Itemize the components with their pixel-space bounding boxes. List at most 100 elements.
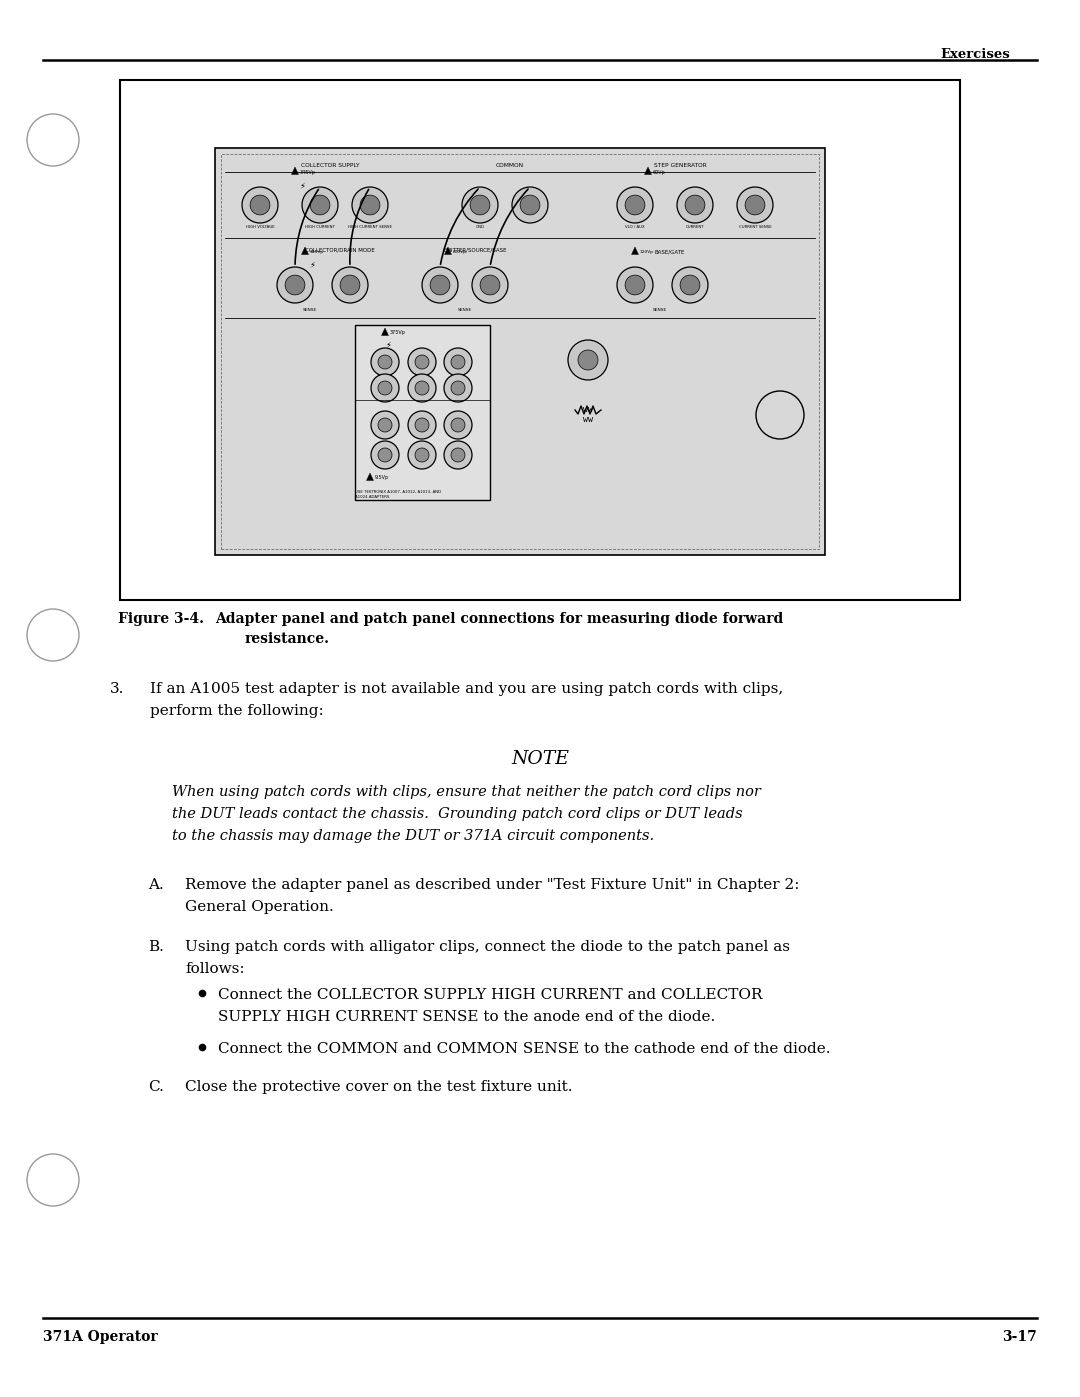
Text: ⚡: ⚡ (309, 260, 315, 270)
Circle shape (451, 448, 465, 462)
Text: SENSE: SENSE (458, 307, 472, 312)
Text: 3.: 3. (110, 682, 124, 696)
Circle shape (415, 355, 429, 369)
Text: Figure 3-4.: Figure 3-4. (118, 612, 204, 626)
Circle shape (408, 411, 436, 439)
Polygon shape (445, 247, 451, 254)
Circle shape (451, 381, 465, 395)
Text: COLLECTOR SUPPLY: COLLECTOR SUPPLY (300, 163, 360, 168)
Circle shape (472, 267, 508, 303)
Circle shape (568, 339, 608, 380)
Bar (221, 154, 819, 549)
Text: COLLECTOR/DRAIN MODE: COLLECTOR/DRAIN MODE (306, 249, 375, 253)
Text: Exercises: Exercises (941, 47, 1010, 61)
Text: COMMON: COMMON (496, 163, 524, 168)
Circle shape (444, 411, 472, 439)
Circle shape (415, 418, 429, 432)
Text: CURRENT: CURRENT (686, 225, 704, 229)
Circle shape (462, 187, 498, 224)
Text: C.: C. (148, 1080, 164, 1094)
Circle shape (332, 267, 368, 303)
Text: B.: B. (148, 940, 164, 954)
Circle shape (444, 374, 472, 402)
Circle shape (685, 196, 705, 215)
Text: 600Vp: 600Vp (453, 250, 467, 254)
Circle shape (372, 441, 399, 469)
Circle shape (408, 374, 436, 402)
Circle shape (408, 441, 436, 469)
Bar (120, 80, 960, 599)
Circle shape (677, 187, 713, 224)
Text: HIGH VOLTAGE: HIGH VOLTAGE (245, 225, 274, 229)
Circle shape (378, 381, 392, 395)
Circle shape (481, 275, 500, 295)
Text: EMITTER/SOURCE/BASE: EMITTER/SOURCE/BASE (443, 249, 507, 253)
Circle shape (451, 355, 465, 369)
Circle shape (372, 348, 399, 376)
Circle shape (415, 448, 429, 462)
Text: 345Vp: 345Vp (310, 250, 324, 254)
Circle shape (451, 418, 465, 432)
Circle shape (242, 187, 278, 224)
Circle shape (430, 275, 450, 295)
Text: When using patch cords with clips, ensure that neither the patch cord clips nor: When using patch cords with clips, ensur… (172, 785, 761, 799)
Text: the DUT leads contact the chassis.  Grounding patch cord clips or DUT leads: the DUT leads contact the chassis. Groun… (172, 807, 743, 821)
Text: 60Vp: 60Vp (653, 170, 665, 175)
Polygon shape (632, 247, 638, 254)
Polygon shape (366, 474, 374, 481)
Polygon shape (645, 168, 651, 175)
Text: A.: A. (148, 877, 164, 893)
Circle shape (378, 418, 392, 432)
Text: Connect the COLLECTOR SUPPLY HIGH CURRENT and COLLECTOR: Connect the COLLECTOR SUPPLY HIGH CURREN… (218, 988, 762, 1002)
Text: Using patch cords with alligator clips, connect the diode to the patch panel as: Using patch cords with alligator clips, … (185, 940, 789, 954)
Text: USE TEKTRONIX A1007, A1012, A1013, AND
A1024 ADAPTERS: USE TEKTRONIX A1007, A1012, A1013, AND A… (355, 490, 441, 499)
Text: General Operation.: General Operation. (185, 900, 334, 914)
Circle shape (625, 275, 645, 295)
Circle shape (285, 275, 305, 295)
Circle shape (378, 355, 392, 369)
Circle shape (372, 411, 399, 439)
Circle shape (360, 196, 380, 215)
Text: If an A1005 test adapter is not available and you are using patch cords with cli: If an A1005 test adapter is not availabl… (150, 682, 783, 696)
Text: Remove the adapter panel as described under "Test Fixture Unit" in Chapter 2:: Remove the adapter panel as described un… (185, 877, 799, 893)
Text: 375Vp: 375Vp (390, 330, 406, 335)
Circle shape (340, 275, 360, 295)
Text: GND: GND (475, 225, 485, 229)
Text: 345Vp: 345Vp (300, 170, 315, 175)
Bar (355, 326, 490, 500)
Text: 371A Operator: 371A Operator (43, 1330, 158, 1344)
Circle shape (444, 348, 472, 376)
Circle shape (372, 374, 399, 402)
Circle shape (276, 267, 313, 303)
Circle shape (521, 196, 540, 215)
Circle shape (578, 351, 598, 370)
Text: resistance.: resistance. (245, 631, 330, 645)
Text: SUPPLY HIGH CURRENT SENSE to the anode end of the diode.: SUPPLY HIGH CURRENT SENSE to the anode e… (218, 1010, 715, 1024)
Text: 120Vp: 120Vp (640, 250, 654, 254)
Text: to the chassis may damage the DUT or 371A circuit components.: to the chassis may damage the DUT or 371… (172, 828, 654, 842)
Text: ww
ww: ww ww (583, 405, 593, 425)
Circle shape (470, 196, 490, 215)
Circle shape (444, 441, 472, 469)
Text: HIGH CURRENT: HIGH CURRENT (305, 225, 335, 229)
Text: NOTE: NOTE (511, 750, 569, 768)
Circle shape (408, 348, 436, 376)
Circle shape (415, 381, 429, 395)
Polygon shape (381, 328, 389, 335)
Circle shape (617, 187, 653, 224)
Text: VLO / AUX: VLO / AUX (625, 225, 645, 229)
Text: Close the protective cover on the test fixture unit.: Close the protective cover on the test f… (185, 1080, 572, 1094)
Circle shape (617, 267, 653, 303)
Circle shape (680, 275, 700, 295)
Bar (215, 148, 825, 555)
Circle shape (745, 196, 765, 215)
Circle shape (512, 187, 548, 224)
Text: BASE/GATE: BASE/GATE (654, 250, 685, 256)
Text: ⚡: ⚡ (299, 182, 305, 190)
Text: Adapter panel and patch panel connections for measuring diode forward: Adapter panel and patch panel connection… (215, 612, 783, 626)
Text: STEP GENERATOR: STEP GENERATOR (653, 163, 706, 168)
Text: perform the following:: perform the following: (150, 704, 324, 718)
Text: 3-17: 3-17 (1002, 1330, 1037, 1344)
Text: follows:: follows: (185, 963, 245, 977)
Circle shape (302, 187, 338, 224)
